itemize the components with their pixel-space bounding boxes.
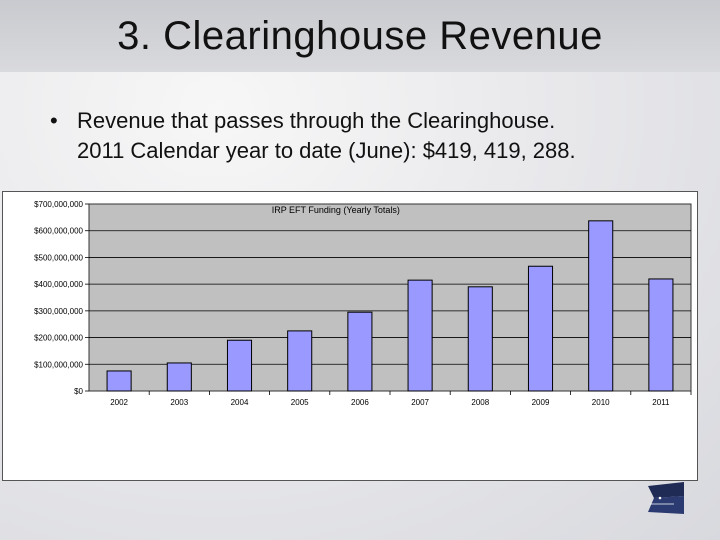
bar-2009 [527,265,554,392]
chart-container: $0 $100,000,000 $200,000,000 $300,000,000 $4… [2,191,698,481]
x-tick-label: 2004 [231,398,249,407]
bullet-text: Revenue that passes through the Clearing… [77,106,690,166]
y-tick-label: $0 [74,387,83,396]
y-tick-label: $400,000,000 [34,280,83,289]
bullet-item: • Revenue that passes through the Cleari… [50,106,690,166]
bar-2007 [407,279,433,392]
x-tick-label: 2010 [592,398,610,407]
y-tick-label: $700,000,000 [34,200,83,209]
bar-2003 [166,362,192,392]
bullet-line-2: 2011 Calendar year to date (June): $419,… [77,138,576,163]
y-tick-label: $500,000,000 [34,253,83,262]
title-bar [0,0,720,72]
chart-title: IRP EFT Funding (Yearly Totals) [272,205,400,215]
slide-title: 3. Clearinghouse Revenue [117,14,603,58]
x-tick-label: 2011 [652,398,670,407]
y-tick-label: $300,000,000 [34,307,83,316]
y-tick-label: $200,000,000 [34,334,83,343]
x-tick-label: 2008 [471,398,489,407]
bullet-line-1: Revenue that passes through the Clearing… [77,108,556,133]
x-tick-label: 2006 [351,398,369,407]
revenue-bar-chart: $0 $100,000,000 $200,000,000 $300,000,000 $4… [34,200,692,407]
bar-2010 [588,220,614,392]
y-tick-label: $100,000,000 [34,360,83,369]
bar-2011 [648,278,674,392]
bullet-dot: • [50,108,58,133]
bar-2008 [467,286,493,392]
x-tick-label: 2003 [170,398,188,407]
x-tick-label: 2005 [291,398,309,407]
x-tick-label: 2007 [411,398,429,407]
bar-2005 [287,330,313,392]
y-tick-label: $600,000,000 [34,227,83,236]
bar-2004 [226,339,253,392]
x-tick-label: 2002 [110,398,128,407]
bar-2002 [106,370,132,392]
bar-2006 [347,311,373,392]
logo-icon [648,482,684,514]
x-tick-label: 2009 [532,398,550,407]
